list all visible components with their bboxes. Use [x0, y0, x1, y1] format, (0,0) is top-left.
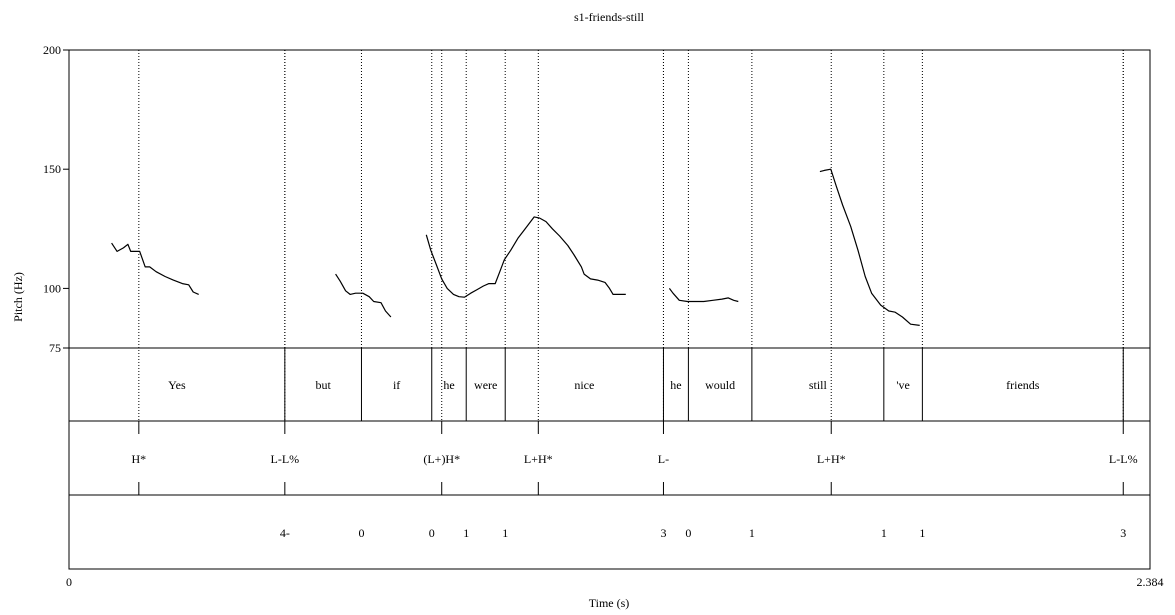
break-tier-frame	[68, 494, 1151, 570]
tone-label: L-L%	[271, 452, 300, 466]
alignment-dotted-lines	[138, 50, 1124, 421]
tone-label: L+H*	[817, 452, 846, 466]
plot-frames	[68, 49, 1151, 570]
pitch-curve	[335, 273, 392, 318]
break-label: 1	[749, 526, 755, 540]
break-label: 1	[919, 526, 925, 540]
tone-label: L-	[658, 452, 669, 466]
y-tick-label: 75	[49, 341, 61, 355]
word-label: still	[809, 378, 828, 392]
break-label: 4-	[280, 526, 290, 540]
word-label: friends	[1006, 378, 1040, 392]
pitch-curve	[819, 168, 920, 326]
word-label: he	[670, 378, 681, 392]
x-axis-max-label: 2.384	[1137, 575, 1164, 589]
break-label: 0	[358, 526, 364, 540]
word-label: 've	[896, 378, 910, 392]
y-tick-label: 100	[43, 281, 61, 295]
y-tick-label: 150	[43, 162, 61, 176]
x-axis-label: Time (s)	[589, 596, 630, 610]
tone-label: L+H*	[524, 452, 553, 466]
tone-label: L-L%	[1109, 452, 1138, 466]
word-label: were	[474, 378, 497, 392]
break-label: 1	[463, 526, 469, 540]
pitch-curve	[111, 242, 199, 295]
word-label: would	[705, 378, 735, 392]
word-label: he	[443, 378, 454, 392]
pitch-panel-frame	[68, 49, 1151, 349]
break-label: 0	[429, 526, 435, 540]
break-label: 3	[660, 526, 666, 540]
break-label: 3	[1120, 526, 1126, 540]
y-axis-label: Pitch (Hz)	[11, 272, 25, 322]
pitch-curve	[668, 288, 739, 303]
pitch-curves	[111, 168, 920, 326]
break-label: 1	[502, 526, 508, 540]
x-axis-min-label: 0	[66, 575, 72, 589]
chart-title: s1-friends-still	[574, 10, 645, 24]
tone-tier-frame	[68, 420, 1151, 496]
word-label: but	[315, 378, 331, 392]
y-tick-label: 200	[43, 43, 61, 57]
tone-label: H*	[131, 452, 146, 466]
annotation-tiers: H* L-L% (L+)H* L+H* L- L+H* L-L% 4- 0 0 1 1 3 0 1 1 1 3 Ye…	[131, 348, 1138, 540]
word-label: nice	[574, 378, 594, 392]
word-tier-frame	[68, 347, 1151, 422]
y-axis: 200 150 100 75	[43, 43, 69, 355]
tone-label: (L+)H*	[423, 452, 460, 466]
word-label: if	[393, 378, 400, 392]
break-label: 0	[685, 526, 691, 540]
pitch-curve	[425, 216, 626, 298]
word-label: Yes	[168, 378, 186, 392]
break-label: 1	[881, 526, 887, 540]
